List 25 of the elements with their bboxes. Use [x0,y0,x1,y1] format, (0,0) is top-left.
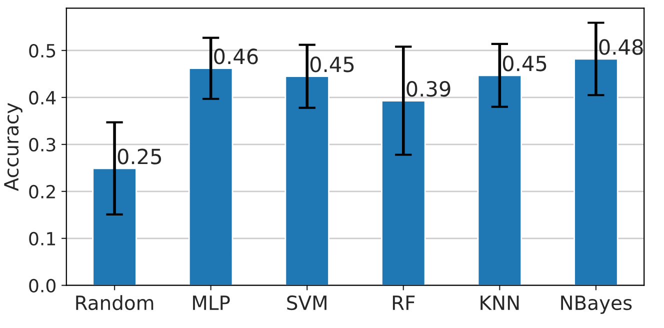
data-label: 0.25 [118,148,162,164]
y-tick-label: 0.4 [29,90,56,105]
data-label: 0.46 [214,48,258,64]
y-tick-label: 0.3 [29,138,56,152]
bar [477,74,522,286]
y-axis-title: Accuracy [4,102,22,192]
x-tick-label: Random [76,295,154,310]
x-tick-label: KNN [480,296,519,310]
x-tick-label: NBayes [561,296,632,314]
y-tick-label: 0.5 [29,44,56,58]
bar [284,76,330,286]
data-label: 0.39 [406,80,450,97]
y-tick-label: 0.2 [29,184,55,199]
data-label: 0.48 [599,39,643,55]
bar [381,100,426,286]
bar [92,168,137,286]
x-tick-label: MLP [193,296,230,310]
bar [574,58,618,286]
data-label: 0.45 [310,56,354,72]
x-tick-label: SVM [287,295,326,310]
y-tick-label: 0.1 [29,232,56,246]
bar [188,68,234,286]
x-tick-label: RF [392,296,415,310]
y-tick-label: 0.0 [29,278,56,292]
data-label: 0.45 [502,56,546,72]
